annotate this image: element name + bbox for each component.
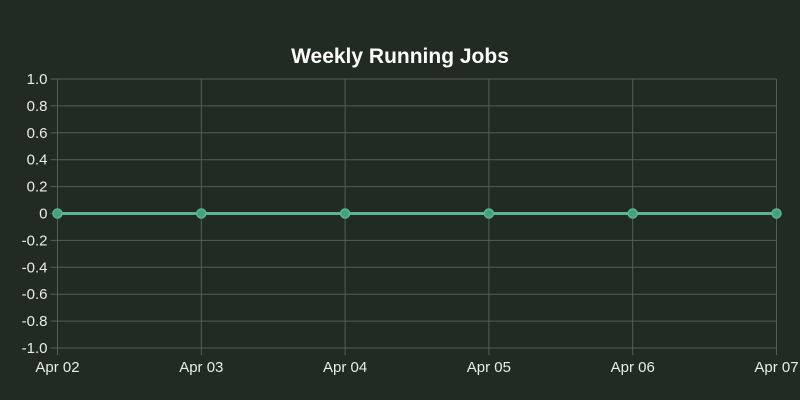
x-tick-label: Apr 07	[754, 359, 798, 376]
x-tick-label: Apr 04	[323, 359, 367, 376]
data-point[interactable]	[196, 208, 207, 219]
chart-title: Weekly Running Jobs	[291, 45, 509, 68]
data-point[interactable]	[627, 208, 638, 219]
y-tick-label: 0.6	[27, 125, 48, 142]
y-tick-label: -0.4	[22, 259, 48, 276]
data-point[interactable]	[771, 208, 782, 219]
x-tick-label: Apr 06	[611, 359, 655, 376]
data-point[interactable]	[52, 208, 63, 219]
y-tick-label: -0.6	[22, 286, 48, 303]
y-tick-label: -0.2	[22, 232, 48, 249]
x-tick-label: Apr 05	[467, 359, 511, 376]
y-tick-label: 0.2	[27, 179, 48, 196]
data-point[interactable]	[483, 208, 495, 219]
y-tick-label: 0.8	[27, 98, 48, 115]
y-tick-label: 0	[39, 206, 47, 223]
y-tick-label: 1.0	[27, 71, 48, 88]
y-tick-label: -1.0	[22, 340, 48, 357]
data-point[interactable]	[339, 208, 351, 219]
y-tick-label: -0.8	[22, 313, 48, 330]
x-tick-label: Apr 03	[179, 359, 223, 376]
series-layer	[52, 208, 782, 219]
y-tick-label: 0.4	[27, 152, 48, 169]
x-tick-label: Apr 02	[35, 359, 79, 376]
axis-layer: 1.0 0.8 0.6 0.4 0.2 0 -0.2 -0.4 -0.6 -0.8 -1.0 Apr …	[22, 71, 799, 376]
